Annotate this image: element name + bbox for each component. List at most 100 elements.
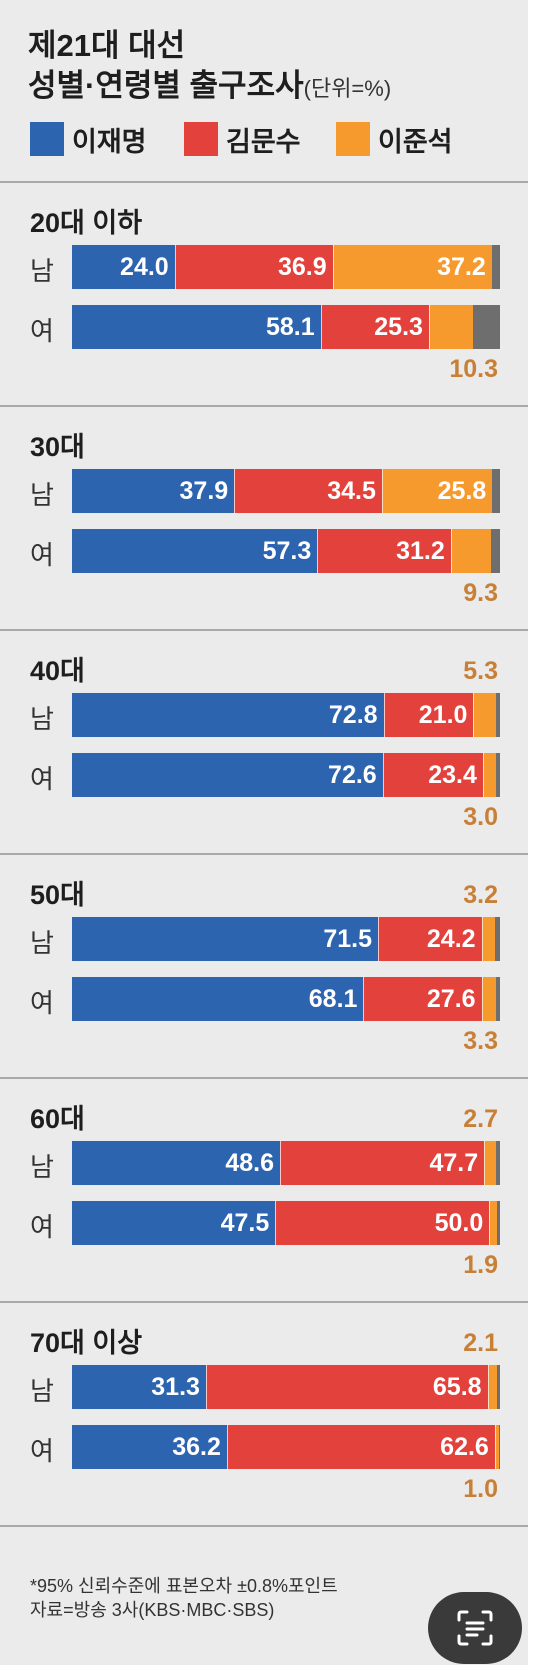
seg-lee-jaemyung bbox=[72, 529, 318, 573]
seg-lee-jaemyung bbox=[72, 469, 235, 513]
value-kim-moonsoo: 24.2 bbox=[426, 925, 476, 953]
legend-item-kim-moonsoo: 김문수 bbox=[184, 122, 301, 157]
stacked-bar: 58.1 25.3 bbox=[72, 305, 500, 349]
value-lee-junseok: 3.2 bbox=[463, 881, 498, 909]
value-lee-jaemyung: 37.9 bbox=[179, 477, 229, 505]
seg-lee-junseok bbox=[428, 305, 474, 349]
value-lee-junseok: 5.3 bbox=[463, 657, 498, 685]
seg-other bbox=[496, 693, 500, 737]
age-group-label: 60대 bbox=[30, 1104, 85, 1134]
stacked-bar: 48.6 47.7 bbox=[72, 1141, 500, 1185]
age-group-label: 50대 bbox=[30, 880, 85, 910]
gender-label: 남 bbox=[30, 1152, 54, 1182]
seg-kim-moonsoo bbox=[317, 529, 451, 573]
group-separator bbox=[0, 1301, 528, 1303]
seg-other bbox=[490, 529, 500, 573]
value-kim-moonsoo: 34.5 bbox=[327, 477, 376, 505]
value-lee-junseok: 2.1 bbox=[463, 1329, 498, 1357]
value-lee-jaemyung: 48.6 bbox=[225, 1149, 274, 1177]
stacked-bar: 24.0 36.9 37.2 bbox=[72, 245, 500, 289]
legend-item-lee-junseok: 이준석 bbox=[336, 122, 453, 157]
group-separator bbox=[0, 405, 528, 407]
stacked-bar: 57.3 31.2 bbox=[72, 529, 500, 573]
value-lee-jaemyung: 58.1 bbox=[265, 313, 315, 341]
seg-lee-junseok bbox=[450, 529, 491, 573]
chart-title-line1: 제21대 대선 bbox=[28, 28, 186, 63]
chart-title-main: 성별·연령별 출구조사 bbox=[28, 68, 304, 103]
seg-lee-junseok bbox=[484, 1141, 496, 1185]
value-lee-junseok: 9.3 bbox=[463, 579, 498, 607]
age-group-label: 40대 bbox=[30, 656, 85, 686]
seg-other bbox=[495, 753, 500, 797]
legend-label: 이재명 bbox=[72, 126, 147, 157]
seg-other bbox=[497, 1201, 500, 1245]
value-kim-moonsoo: 36.9 bbox=[277, 253, 327, 281]
stacked-bar: 72.8 21.0 bbox=[72, 693, 500, 737]
seg-lee-junseok bbox=[482, 753, 496, 797]
value-lee-jaemyung: 36.2 bbox=[172, 1433, 221, 1461]
seg-other bbox=[491, 245, 500, 289]
seg-lee-jaemyung bbox=[72, 1425, 227, 1469]
gender-label: 여 bbox=[30, 764, 54, 794]
value-kim-moonsoo: 21.0 bbox=[418, 701, 468, 729]
scan-text-icon bbox=[457, 1610, 493, 1646]
age-group-label: 70대 이상 bbox=[30, 1328, 143, 1358]
seg-other bbox=[495, 977, 500, 1021]
value-lee-jaemyung: 72.8 bbox=[328, 701, 378, 729]
value-lee-junseok: 2.7 bbox=[463, 1105, 498, 1133]
age-group-label: 30대 bbox=[30, 432, 85, 462]
stacked-bar: 31.3 65.8 bbox=[72, 1365, 500, 1409]
stacked-bar: 68.1 27.6 bbox=[72, 977, 500, 1021]
gender-label: 여 bbox=[30, 316, 54, 346]
legend-swatch bbox=[336, 122, 370, 156]
group-separator bbox=[0, 1525, 528, 1527]
seg-other bbox=[495, 1141, 500, 1185]
gender-label: 남 bbox=[30, 704, 54, 734]
value-lee-jaemyung: 31.3 bbox=[151, 1373, 200, 1401]
stacked-bar: 71.5 24.2 bbox=[72, 917, 500, 961]
gender-label: 여 bbox=[30, 988, 54, 1018]
value-lee-jaemyung: 68.1 bbox=[308, 985, 358, 1013]
gender-label: 여 bbox=[30, 1436, 54, 1466]
value-lee-junseok: 1.0 bbox=[463, 1475, 498, 1503]
legend-label: 이준석 bbox=[378, 126, 453, 157]
seg-kim-moonsoo bbox=[226, 1425, 495, 1469]
seg-kim-moonsoo bbox=[174, 245, 333, 289]
value-kim-moonsoo: 23.4 bbox=[428, 761, 477, 789]
value-kim-moonsoo: 62.6 bbox=[440, 1433, 489, 1461]
legend-swatch bbox=[184, 122, 218, 156]
value-kim-moonsoo: 27.6 bbox=[426, 985, 476, 1013]
value-lee-jaemyung: 57.3 bbox=[262, 537, 312, 565]
group-separator bbox=[0, 853, 528, 855]
seg-lee-jaemyung bbox=[72, 917, 379, 961]
value-lee-junseok: 3.3 bbox=[463, 1027, 498, 1055]
stacked-bar: 72.6 23.4 bbox=[72, 753, 500, 797]
age-group-label: 20대 이하 bbox=[30, 208, 143, 238]
footnote: *95% 신뢰수준에 표본오차 ±0.8%포인트 자료=방송 3사(KBS·MB… bbox=[30, 1574, 338, 1622]
chart-title-line2: 성별·연령별 출구조사(단위=%) bbox=[28, 60, 391, 105]
seg-kim-moonsoo bbox=[378, 917, 482, 961]
scan-text-button[interactable] bbox=[428, 1592, 522, 1664]
legend-label: 김문수 bbox=[226, 126, 301, 157]
seg-lee-jaemyung bbox=[72, 1365, 206, 1409]
seg-kim-moonsoo bbox=[205, 1365, 488, 1409]
value-lee-junseok: 3.0 bbox=[463, 803, 498, 831]
stacked-bar: 47.5 50.0 bbox=[72, 1201, 500, 1245]
value-lee-junseok: 10.3 bbox=[449, 355, 498, 383]
seg-kim-moonsoo bbox=[382, 753, 483, 797]
group-separator bbox=[0, 181, 528, 183]
seg-lee-jaemyung bbox=[72, 693, 384, 737]
seg-lee-jaemyung bbox=[72, 245, 175, 289]
footnote-source: 자료=방송 3사(KBS·MBC·SBS) bbox=[30, 1600, 275, 1620]
value-kim-moonsoo: 25.3 bbox=[374, 313, 423, 341]
seg-kim-moonsoo bbox=[363, 977, 482, 1021]
seg-lee-jaemyung bbox=[72, 305, 321, 349]
seg-other bbox=[473, 305, 500, 349]
seg-lee-junseok bbox=[381, 469, 493, 513]
value-kim-moonsoo: 31.2 bbox=[396, 537, 445, 565]
seg-other bbox=[496, 1365, 500, 1409]
seg-lee-junseok bbox=[487, 1365, 497, 1409]
value-lee-junseok: 37.2 bbox=[437, 253, 486, 281]
stacked-bar: 36.2 62.6 bbox=[72, 1425, 500, 1469]
seg-other bbox=[492, 469, 500, 513]
